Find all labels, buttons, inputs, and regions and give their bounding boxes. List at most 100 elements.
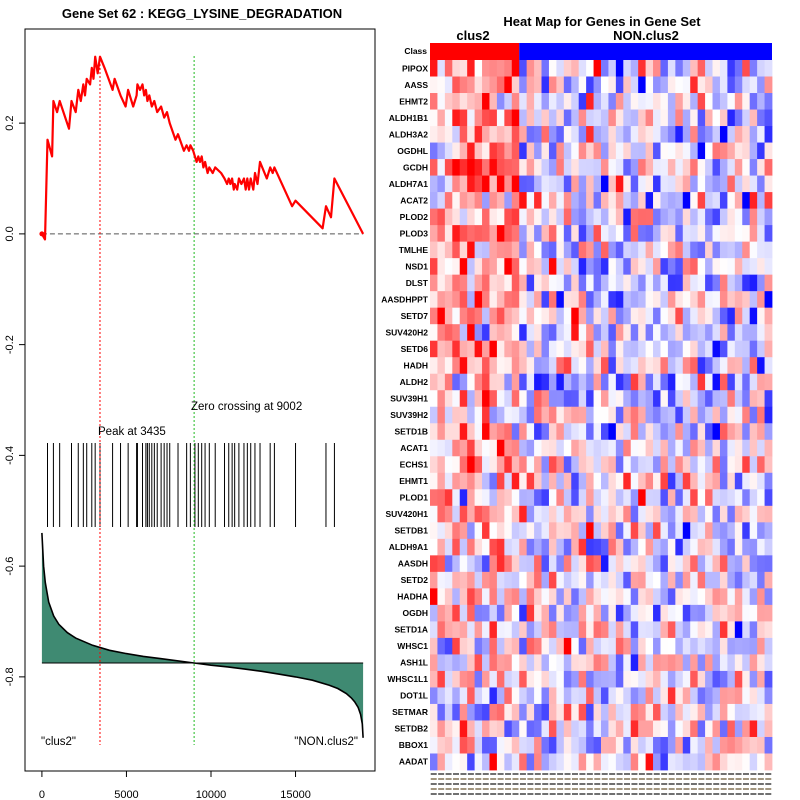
heatmap-cell — [444, 76, 453, 94]
heatmap-cell — [586, 654, 594, 672]
heatmap-cell — [734, 60, 743, 77]
heatmap-cell — [437, 258, 446, 276]
heatmap-cell — [705, 76, 713, 94]
heatmap-cell — [578, 588, 587, 606]
heatmap-cell — [682, 654, 691, 672]
heatmap-cell — [675, 505, 684, 523]
heatmap-cell — [757, 621, 765, 639]
heatmap-cell — [660, 76, 669, 94]
heatmap-cell — [653, 604, 661, 622]
heatmap-cell — [459, 505, 468, 523]
heatmap-cell — [660, 390, 669, 408]
heatmap-cell — [742, 324, 751, 342]
heatmap-cell — [645, 538, 654, 556]
heatmap-cell — [519, 159, 528, 176]
heatmap-cell — [712, 373, 721, 391]
heatmap-cell — [467, 456, 475, 474]
heatmap-cell — [623, 258, 632, 276]
heatmap-cell — [638, 406, 646, 424]
heatmap-cell — [586, 505, 594, 523]
heatmap-cell — [444, 126, 453, 143]
y-tick-label: -0.4 — [4, 446, 16, 465]
heatmap-cell — [467, 76, 475, 94]
heatmap-cell — [660, 357, 669, 375]
gene-label: SUV420H2 — [385, 327, 428, 337]
heatmap-cell — [467, 324, 475, 342]
heatmap-cell — [727, 588, 736, 606]
heatmap-cell — [563, 357, 572, 375]
heatmap-cell — [586, 753, 594, 771]
heatmap-cell — [489, 192, 498, 209]
heatmap-cell — [645, 472, 654, 490]
heatmap-cell — [645, 489, 654, 507]
heatmap-cell — [645, 703, 654, 721]
heatmap-cell — [556, 291, 565, 309]
heatmap-cell — [697, 472, 706, 490]
heatmap-cell — [690, 142, 699, 160]
heatmap-cell — [734, 588, 743, 606]
heatmap-cell — [459, 126, 468, 143]
gene-label: SETD1A — [394, 625, 428, 635]
heatmap-cell — [630, 703, 639, 721]
gene-label: ACAT2 — [400, 195, 428, 205]
heatmap-cell — [697, 604, 706, 622]
heatmap-cell — [504, 291, 513, 309]
heatmap-cell — [430, 225, 438, 243]
heatmap-cell — [690, 522, 699, 540]
heatmap-cell — [563, 687, 572, 705]
heatmap-cell — [601, 621, 609, 639]
heatmap-cell — [452, 76, 461, 94]
heatmap-cell — [593, 109, 602, 127]
heatmap-cell — [586, 390, 594, 408]
gene-label: PLOD2 — [400, 212, 429, 222]
heatmap-cell — [556, 456, 565, 474]
heatmap-cell — [504, 703, 513, 721]
heatmap-cell — [653, 159, 661, 176]
heatmap-cell — [474, 225, 483, 243]
heatmap-cell — [667, 489, 676, 507]
heatmap-cell — [667, 736, 676, 754]
heatmap-cell — [459, 274, 468, 292]
heatmap-cell — [675, 76, 684, 94]
heatmap-cell — [444, 109, 453, 127]
heatmap-cell — [734, 472, 743, 490]
heatmap-cell — [608, 307, 617, 325]
heatmap-cell — [437, 241, 446, 259]
heatmap-cell — [727, 489, 736, 507]
heatmap-cell — [645, 324, 654, 342]
heatmap-cell — [586, 60, 594, 77]
heatmap-cell — [712, 654, 721, 672]
es-start-point — [39, 231, 45, 237]
heatmap-cell — [467, 208, 475, 226]
heatmap-cell — [474, 720, 483, 738]
heatmap-cell — [660, 439, 669, 457]
heatmap-cell — [474, 423, 483, 441]
heatmap-cell — [459, 621, 468, 639]
heatmap-cell — [727, 225, 736, 243]
heatmap-cell — [526, 291, 535, 309]
running-es-curve — [39, 55, 365, 241]
heatmap-cell — [645, 126, 654, 143]
heatmap-cell — [593, 555, 602, 573]
heatmap-cell — [727, 93, 736, 110]
heatmap-cell — [526, 522, 535, 540]
heatmap-cell — [667, 703, 676, 721]
heatmap-cell — [690, 307, 699, 325]
heatmap-cell — [489, 373, 498, 391]
heatmap-cell — [541, 192, 550, 209]
heatmap-cell — [467, 604, 475, 622]
heatmap-cell — [474, 93, 483, 110]
heatmap-cell — [705, 604, 713, 622]
heatmap-cell — [719, 274, 728, 292]
heatmap-cell — [630, 654, 639, 672]
heatmap-cell — [734, 142, 743, 160]
heatmap-cell — [519, 456, 528, 474]
heatmap-cell — [690, 505, 699, 523]
heatmap-cell — [489, 538, 498, 556]
heatmap-cell — [764, 307, 773, 325]
heatmap-cell — [764, 588, 773, 606]
heatmap-cell — [757, 423, 765, 441]
heatmap-cell — [697, 555, 706, 573]
heatmap-cell — [571, 439, 580, 457]
heatmap-cell — [645, 208, 654, 226]
